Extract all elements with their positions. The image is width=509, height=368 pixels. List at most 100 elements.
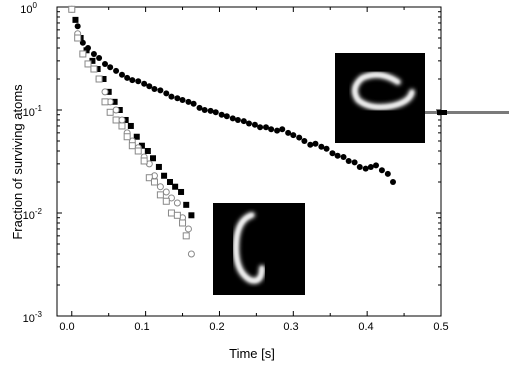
data-point-open-square: [167, 209, 175, 217]
data-point-filled-circle: [318, 143, 325, 150]
data-point-filled-circle: [168, 93, 175, 100]
data-point-filled-circle: [367, 163, 374, 170]
data-point-filled-circle: [157, 87, 164, 94]
data-point-filled-circle: [351, 159, 358, 166]
x-tick-label: 0.2: [209, 321, 224, 333]
data-point-filled-circle: [212, 109, 219, 116]
x-tick-label: 0.4: [358, 321, 373, 333]
data-point-open-circle: [162, 188, 170, 196]
data-point-filled-circle: [113, 67, 120, 74]
data-point-filled-circle: [207, 107, 214, 114]
data-point-open-square: [128, 142, 136, 150]
data-point-filled-circle: [141, 80, 148, 87]
y-tick-label: 10-2: [23, 207, 43, 222]
data-point-filled-circle: [185, 98, 192, 105]
data-point-filled-circle: [135, 78, 142, 85]
data-point-filled-circle: [234, 116, 241, 123]
data-point-filled-circle: [74, 23, 81, 30]
data-point-open-circle: [173, 199, 181, 207]
data-point-filled-square: [138, 142, 145, 149]
data-point-filled-circle: [129, 77, 136, 84]
data-point-filled-circle: [274, 127, 281, 134]
data-point-filled-square: [161, 172, 168, 179]
data-point-filled-square: [127, 122, 134, 129]
data-point-filled-circle: [96, 54, 103, 61]
data-point-filled-circle: [340, 153, 347, 160]
data-point-filled-square: [122, 116, 129, 123]
x-tick-label: 0.1: [134, 321, 149, 333]
data-point-filled-square: [133, 133, 140, 140]
data-point-filled-circle: [246, 120, 252, 127]
data-point-filled-square: [100, 75, 107, 82]
data-point-filled-square: [150, 155, 156, 162]
data-point-filled-circle: [257, 124, 264, 131]
data-point-filled-square: [178, 188, 185, 195]
data-point-open-square: [95, 75, 103, 83]
inset-pointer-line: [425, 111, 509, 114]
data-point-filled-square: [166, 178, 173, 185]
data-point-filled-square: [155, 163, 162, 170]
data-point-filled-square: [172, 183, 179, 190]
data-point-open-square: [90, 65, 98, 73]
y-tick-label: 10-1: [23, 104, 43, 119]
data-point-filled-circle: [301, 138, 308, 145]
data-point-filled-circle: [107, 64, 114, 71]
data-point-filled-circle: [229, 115, 236, 122]
data-point-filled-circle: [262, 124, 269, 131]
inset-pointer-tick: [437, 110, 447, 115]
data-point-filled-square: [144, 147, 151, 154]
data-point-filled-circle: [196, 104, 203, 111]
data-point-filled-square: [94, 66, 101, 73]
data-point-open-circle: [156, 183, 164, 191]
data-point-filled-circle: [223, 113, 230, 120]
data-point-filled-circle: [296, 134, 303, 141]
y-tick-label: 100: [20, 1, 37, 16]
data-point-filled-circle: [146, 83, 153, 90]
data-point-open-square: [112, 116, 120, 124]
data-point-filled-circle: [362, 165, 369, 172]
data-point-filled-circle: [290, 132, 297, 139]
data-point-open-square: [179, 219, 187, 227]
data-point-filled-circle: [345, 157, 352, 164]
data-point-filled-square: [72, 16, 79, 23]
data-point-filled-circle: [201, 107, 208, 113]
data-point-open-square: [123, 133, 131, 141]
data-point-filled-circle: [268, 126, 275, 133]
x-axis-title: Time [s]: [229, 346, 275, 361]
data-point-filled-circle: [79, 39, 86, 46]
data-point-filled-square: [188, 212, 195, 219]
data-point-filled-circle: [218, 111, 225, 118]
x-axis-ticks: [71, 7, 442, 316]
data-point-filled-circle: [90, 50, 97, 57]
data-point-open-square: [74, 34, 82, 42]
x-tick-label: 0.3: [283, 321, 298, 333]
tall-ring-image: [213, 203, 305, 295]
data-point-open-circle: [101, 88, 109, 96]
data-point-filled-circle: [329, 150, 336, 157]
x-tick-label: 0.5: [433, 321, 448, 333]
data-point-open-square: [106, 108, 114, 116]
data-point-filled-circle: [373, 162, 380, 169]
data-point-open-square: [68, 5, 76, 13]
data-point-filled-square: [111, 98, 118, 105]
data-point-filled-circle: [179, 97, 186, 104]
data-point-filled-circle: [124, 74, 131, 81]
data-point-filled-circle: [190, 100, 197, 107]
data-point-filled-circle: [163, 90, 170, 97]
data-point-filled-circle: [312, 140, 319, 147]
data-point-filled-square: [183, 201, 190, 208]
data-point-filled-square: [83, 47, 90, 54]
data-point-filled-circle: [151, 85, 158, 92]
plot-frame: [56, 6, 442, 317]
open-ring-image: [335, 53, 425, 143]
data-point-open-circle: [112, 106, 120, 114]
y-axis-title: Fraction of surviving atoms: [10, 84, 25, 240]
data-point-filled-circle: [174, 95, 181, 102]
x-tick-label: 0.0: [59, 321, 74, 333]
data-point-open-square: [145, 174, 153, 182]
data-point-filled-square: [89, 57, 96, 64]
data-point-open-square: [173, 211, 181, 219]
data-point-filled-circle: [285, 129, 292, 136]
data-point-open-square: [150, 178, 158, 186]
